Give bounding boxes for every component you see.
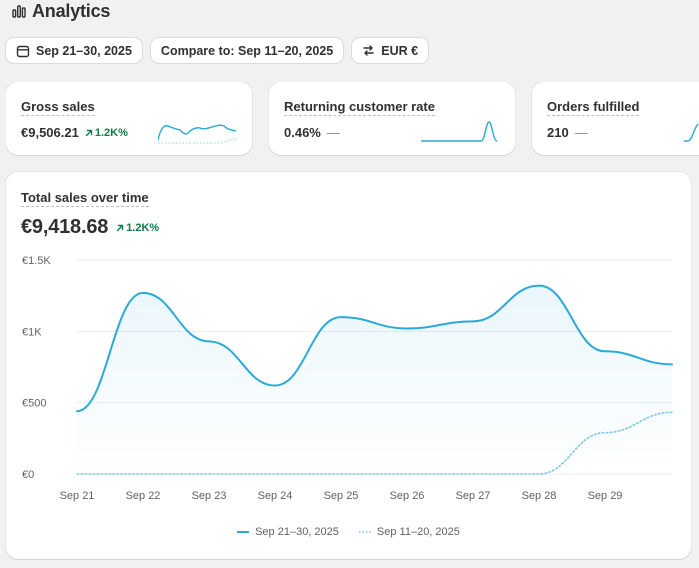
legend-label: Sep 11–20, 2025: [376, 526, 460, 538]
bar-chart-icon: [12, 5, 26, 18]
trend-badge: 1.2K%: [85, 127, 128, 139]
trend-badge: 1.2K%: [116, 222, 159, 234]
gross-sales-sparkline: [158, 124, 237, 144]
chart-title[interactable]: Total sales over time: [21, 190, 149, 207]
y-tick-label: €1.5K: [22, 255, 51, 267]
y-tick-label: €1K: [22, 326, 42, 338]
compare-label: Compare to: Sep 11–20, 2025: [160, 43, 334, 58]
currency-button[interactable]: EUR €: [352, 38, 429, 63]
returning-rate-sparkline: [421, 121, 498, 142]
kpi-card-returning-customer-rate[interactable]: Returning customer rate 0.46% —: [269, 82, 515, 155]
arrow-up-right-icon: [116, 224, 124, 231]
x-tick-label: Sep 21: [60, 490, 95, 502]
y-tick-label: €0: [22, 469, 34, 481]
trend-value: 1.2K%: [94, 126, 128, 139]
x-tick-label: Sep 28: [522, 490, 557, 502]
x-tick-label: Sep 25: [324, 490, 359, 502]
kpi-row: Gross sales €9,506.21 1.2K% Returning cu…: [6, 82, 699, 156]
y-tick-label: €500: [22, 398, 46, 410]
total-sales-card: Total sales over time €9,418.68 1.2K% €0…: [6, 172, 691, 559]
kpi-label: Returning customer rate: [284, 99, 435, 116]
legend-item[interactable]: Sep 11–20, 2025: [358, 526, 460, 538]
chart-legend: Sep 21–30, 2025 Sep 11–20, 2025: [6, 526, 691, 538]
kpi-value-row: 210 —: [547, 125, 588, 140]
trend-value: 1.2K%: [126, 221, 160, 234]
kpi-value-row: €9,506.21 1.2K%: [21, 125, 128, 140]
kpi-value: 0.46%: [284, 125, 321, 140]
kpi-card-orders-fulfilled[interactable]: Orders fulfilled 210 —: [532, 82, 699, 155]
kpi-label: Orders fulfilled: [547, 99, 640, 116]
x-tick-label: Sep 22: [126, 490, 161, 502]
kpi-value: €9,506.21: [21, 125, 79, 140]
page-title: Analytics: [32, 0, 111, 21]
kpi-card-gross-sales[interactable]: Gross sales €9,506.21 1.2K%: [6, 82, 252, 155]
legend-item[interactable]: Sep 21–30, 2025: [237, 526, 339, 538]
series-line-comparison[interactable]: [76, 411, 673, 475]
kpi-value: 210: [547, 125, 569, 140]
legend-label: Sep 21–30, 2025: [255, 526, 339, 538]
sales-chart: €0 €500 €1K €1.5K Sep 21 Sep 22 Sep 23 Sep 24 S…: [22, 255, 673, 502]
kpi-label: Gross sales: [21, 99, 95, 116]
page-header: Analytics: [12, 0, 110, 22]
series-line-current[interactable]: [76, 284, 673, 413]
arrow-up-right-icon: [85, 129, 93, 136]
legend-dotted-line-icon: [358, 531, 371, 533]
x-tick-label: Sep 26: [390, 490, 425, 502]
date-range-label: Sep 21–30, 2025: [36, 43, 132, 58]
calendar-icon: [16, 45, 30, 57]
trend-dash: —: [574, 125, 588, 140]
currency-label: EUR €: [381, 43, 419, 58]
currency-exchange-icon: [363, 45, 374, 56]
total-sales-value: €9,418.68: [21, 216, 109, 238]
compare-button[interactable]: Compare to: Sep 11–20, 2025: [150, 38, 344, 63]
legend-solid-line-icon: [237, 531, 250, 533]
x-tick-label: Sep 29: [588, 490, 623, 502]
filter-toolbar: Sep 21–30, 2025 Compare to: Sep 11–20, 2…: [6, 38, 429, 63]
total-sales-value-row: €9,418.68 1.2K%: [21, 216, 159, 239]
date-range-button[interactable]: Sep 21–30, 2025: [6, 38, 142, 63]
trend-dash: —: [326, 125, 340, 140]
orders-fulfilled-sparkline: [684, 123, 699, 142]
x-tick-label: Sep 23: [192, 490, 227, 502]
x-tick-label: Sep 27: [456, 490, 491, 502]
kpi-value-row: 0.46% —: [284, 125, 340, 140]
x-tick-label: Sep 24: [258, 490, 293, 502]
series-area: [77, 285, 672, 474]
